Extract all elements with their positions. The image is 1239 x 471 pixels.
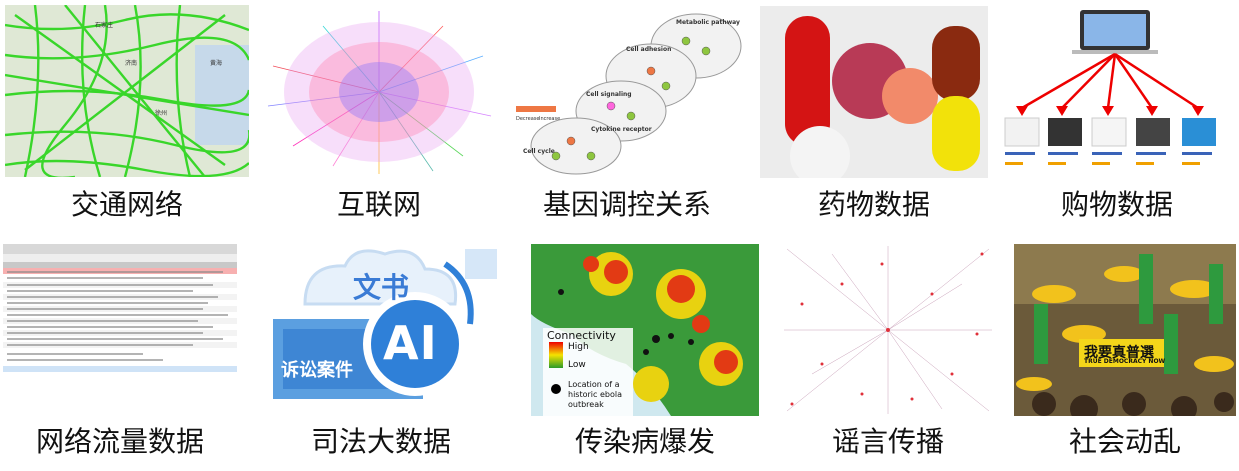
drug-pills-image: [760, 6, 988, 178]
svg-text:Increase: Increase: [539, 116, 560, 122]
social-unrest-photo: 我要真普選 TRUE DEMOCRACY NOW: [1014, 244, 1236, 416]
svg-text:济南: 济南: [125, 59, 137, 67]
ebola-legend-location: Location of a historic ebola outbreak: [568, 380, 622, 409]
traffic-network-image: 石家庄济南徐州 黄海: [5, 5, 249, 177]
svg-text:Metabolic pathway: Metabolic pathway: [676, 19, 740, 26]
gene-regulation-image: Metabolic pathway Cell adhesion Cell sign…: [511, 6, 743, 178]
caption-shopping-data: 购物数据: [1060, 188, 1173, 221]
judicial-big-data-image: 文书 诉讼案件 AI: [265, 244, 497, 416]
svg-text:Cell cycle: Cell cycle: [523, 148, 555, 155]
svg-text:Decrease: Decrease: [516, 116, 539, 122]
caption-social-unrest: 社会动乱: [1068, 425, 1181, 458]
protest-banner-text: 我要真普選: [1084, 345, 1154, 361]
caption-gene-regulation: 基因调控关系: [542, 188, 711, 221]
shopping-data-image: [1000, 6, 1234, 178]
judicial-word-2: 诉讼案件: [281, 360, 353, 381]
svg-text:石家庄: 石家庄: [95, 21, 113, 29]
ebola-connectivity-map-image: Connectivity High Low Location of a hist…: [531, 244, 759, 416]
svg-text:Cell adhesion: Cell adhesion: [626, 46, 671, 53]
caption-internet: 互联网: [336, 188, 421, 221]
ebola-legend-high: High: [568, 342, 589, 352]
caption-epidemic-outbreak: 传染病爆发: [574, 425, 715, 458]
network-traffic-image: [3, 244, 237, 416]
svg-text:Cell signaling: Cell signaling: [586, 91, 632, 98]
internet-graph-image: [263, 6, 495, 178]
protest-banner-sub: TRUE DEMOCRACY NOW: [1084, 358, 1166, 365]
ebola-legend-title: Connectivity: [547, 329, 616, 342]
svg-text:徐州: 徐州: [155, 109, 167, 117]
judicial-word-1: 文书: [353, 271, 410, 304]
svg-text:Cytokine receptor: Cytokine receptor: [591, 126, 652, 133]
caption-judicial-big-data: 司法大数据: [310, 425, 451, 458]
svg-text:黄海: 黄海: [210, 59, 222, 67]
caption-traffic-network: 交通网络: [70, 188, 183, 221]
caption-network-traffic: 网络流量数据: [35, 425, 204, 458]
ebola-legend-low: Low: [568, 360, 586, 370]
caption-drug-data: 药物数据: [817, 188, 930, 221]
caption-rumor-spread: 谣言传播: [831, 425, 944, 458]
ai-badge: AI: [383, 316, 438, 370]
rumor-spread-graph-image: [782, 244, 994, 416]
